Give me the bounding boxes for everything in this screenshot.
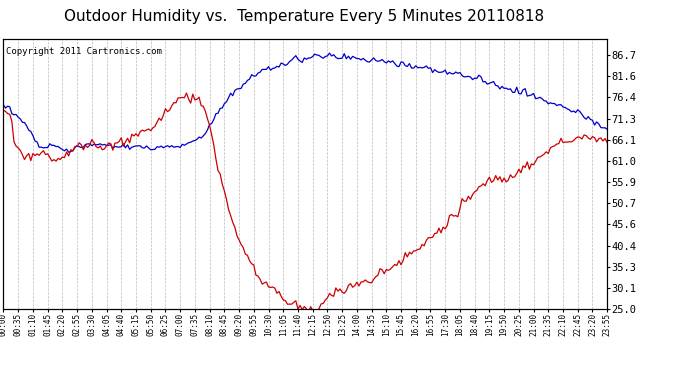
Text: Outdoor Humidity vs.  Temperature Every 5 Minutes 20110818: Outdoor Humidity vs. Temperature Every 5… bbox=[63, 9, 544, 24]
Text: Copyright 2011 Cartronics.com: Copyright 2011 Cartronics.com bbox=[6, 48, 162, 57]
